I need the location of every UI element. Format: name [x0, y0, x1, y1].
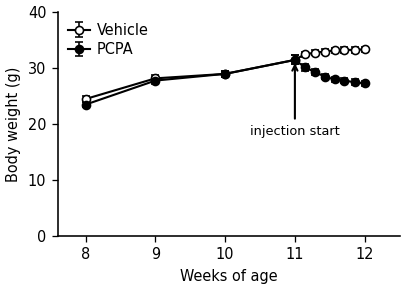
Y-axis label: Body weight (g): Body weight (g) [6, 66, 22, 182]
Text: injection start: injection start [250, 66, 340, 138]
X-axis label: Weeks of age: Weeks of age [180, 269, 277, 284]
Legend: Vehicle, PCPA: Vehicle, PCPA [65, 20, 151, 60]
